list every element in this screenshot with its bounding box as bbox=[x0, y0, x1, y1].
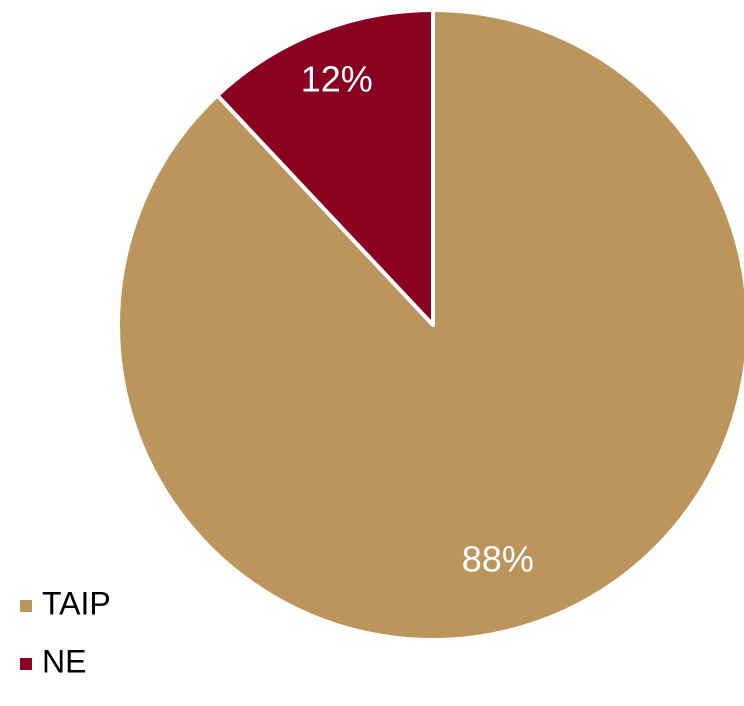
legend-label-taip: TAIP bbox=[42, 585, 111, 621]
legend-swatch-ne bbox=[20, 658, 32, 670]
legend: TAIP NE bbox=[20, 585, 111, 679]
pie-slices bbox=[118, 10, 744, 640]
legend-label-ne: NE bbox=[42, 643, 86, 679]
slice-label-taip: 88% bbox=[462, 539, 534, 580]
legend-swatch-taip bbox=[20, 600, 32, 612]
slice-label-ne: 12% bbox=[301, 58, 373, 99]
